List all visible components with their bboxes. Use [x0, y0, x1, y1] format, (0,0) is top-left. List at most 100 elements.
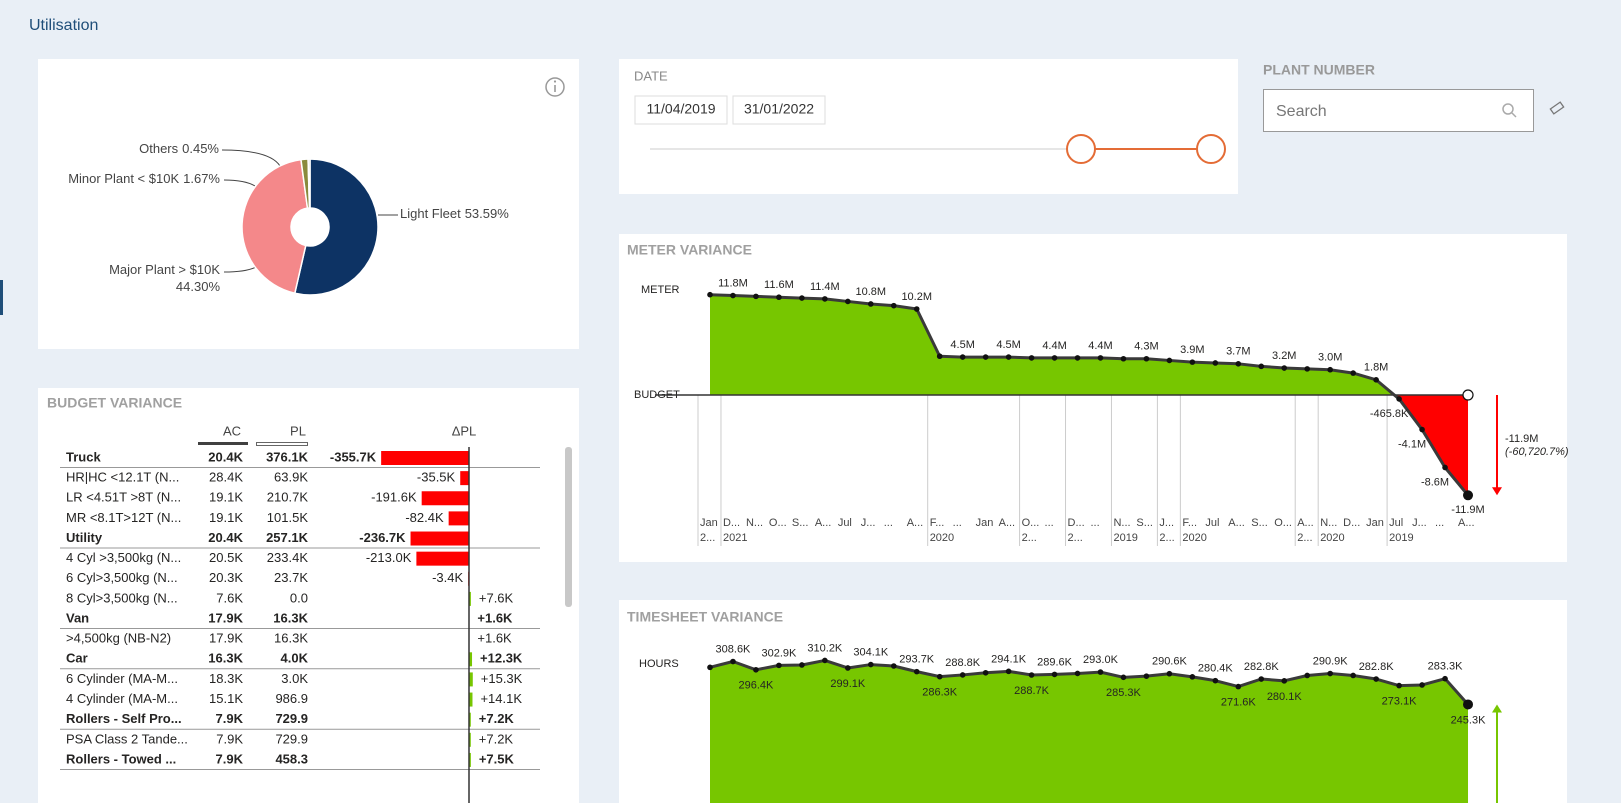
delta-bar [469, 652, 473, 667]
point [1189, 674, 1196, 680]
data-label: 10.8M [856, 286, 887, 298]
point [1051, 355, 1058, 361]
slider-handle[interactable] [1066, 134, 1096, 164]
data-label: 4.5M [950, 339, 974, 351]
line [709, 293, 1470, 497]
search-icon[interactable] [1502, 103, 1517, 118]
slider-handle[interactable] [1196, 134, 1226, 164]
x-tick-label: A... [999, 517, 1016, 529]
data-label: 290.9K [1313, 655, 1349, 667]
pl-cell: 233.4K [267, 550, 309, 565]
row-name: 8 Cyl>3,500kg (N... [66, 590, 178, 605]
date-panel [619, 59, 1238, 194]
date-end-box[interactable] [732, 95, 826, 125]
slice-value: 1.67% [183, 171, 220, 186]
x-sub-label: 2020 [930, 532, 954, 544]
point [730, 658, 736, 665]
x-tick-label: F... [930, 517, 945, 529]
data-label: 304.1K [853, 646, 889, 658]
data-label: 1.8M [1364, 362, 1388, 374]
data-label: 3.9M [1180, 344, 1204, 356]
x-tick-label: S... [792, 517, 809, 529]
data-label: 289.6K [1037, 656, 1073, 668]
data-label: 4.5M [996, 339, 1020, 351]
data-label: 11.4M [810, 281, 840, 293]
search-placeholder[interactable]: Search [1276, 103, 1327, 120]
pl-cell: 4.0K [281, 651, 309, 666]
x-tick-label: ... [953, 517, 962, 529]
info-icon[interactable] [545, 77, 565, 97]
line [709, 658, 1470, 706]
pl-cell: 101.5K [267, 510, 309, 525]
data-label: 310.2K [807, 642, 843, 654]
variance-label: -11.9M [1505, 433, 1538, 445]
x-tick-label: O... [1274, 517, 1292, 529]
eraser-body[interactable] [1549, 101, 1565, 115]
eraser-icon[interactable] [1549, 101, 1565, 115]
info-dot[interactable] [553, 80, 557, 83]
row-name: PSA Class 2 Tande... [66, 731, 188, 746]
ac-cell: 17.9K [208, 610, 243, 625]
search-handle[interactable] [1511, 112, 1517, 118]
row-name: Utility [66, 530, 103, 545]
x-tick-label: Jan [976, 517, 994, 529]
x-tick-label: A... [815, 517, 832, 529]
date-start[interactable]: 11/04/2019 [646, 101, 715, 117]
variance-arrowhead [1492, 704, 1502, 713]
data-label: 4.4M [1088, 340, 1112, 352]
pl-cell: 729.9 [275, 731, 308, 746]
point [982, 669, 989, 676]
point [1189, 359, 1196, 365]
ac-header-marker [198, 442, 248, 445]
pl-cell: 3.0K [281, 671, 308, 686]
date-label: DATE [634, 68, 668, 83]
data-label: -4.1M [1398, 438, 1426, 450]
x-sub-label: 2... [1159, 532, 1174, 544]
point [1304, 672, 1311, 679]
point [776, 294, 782, 301]
x-tick-label: Jul [1205, 517, 1219, 529]
pie-label: Minor Plant < $10K 1.67% [68, 171, 220, 186]
budget-end [1462, 389, 1474, 401]
point [707, 664, 713, 671]
x-sub-label: 2020 [1320, 532, 1344, 544]
point [1350, 672, 1356, 679]
row-name: 6 Cyl>3,500kg (N... [66, 570, 178, 585]
ac-cell: 19.1K [209, 510, 243, 525]
date-start-box[interactable] [634, 95, 728, 125]
pie-label: Major Plant > $10K 44.30% [109, 262, 220, 294]
point [822, 296, 828, 302]
info-circle[interactable] [545, 77, 565, 97]
point [1373, 377, 1379, 383]
point [1327, 670, 1333, 677]
delta-bar [469, 672, 473, 687]
data-label: 3.7M [1226, 346, 1250, 358]
data-label: 3.2M [1272, 350, 1296, 362]
x-tick-label: D... [723, 517, 740, 529]
slice-value: 53.59% [465, 206, 510, 221]
point [1419, 682, 1425, 688]
timesheet-title: TIMESHEET VARIANCE [627, 609, 783, 625]
x-tick-label: J... [1412, 517, 1427, 529]
pl-cell: 63.9K [274, 470, 308, 485]
point [753, 293, 759, 300]
x-tick-label: A... [1228, 517, 1245, 529]
search-box[interactable] [1263, 89, 1534, 132]
x-sub-label: 2... [1068, 532, 1083, 544]
x-tick-label: ... [1045, 517, 1054, 529]
data-label: 293.0K [1083, 654, 1119, 666]
delta-label: -3.4K [432, 570, 463, 585]
point [1281, 365, 1288, 371]
data-label: 4.3M [1134, 341, 1158, 353]
ac-cell: 7.9K [216, 711, 244, 726]
point [1463, 699, 1474, 710]
row-name: 6 Cylinder (MA-M... [66, 671, 178, 686]
scrollbar[interactable] [565, 447, 572, 607]
delta-label: -355.7K [330, 449, 377, 464]
x-tick-label: A... [1297, 517, 1314, 529]
point [913, 668, 920, 675]
date-end[interactable]: 31/01/2022 [744, 101, 814, 117]
search-lens[interactable] [1502, 103, 1514, 115]
delta-bar [410, 531, 469, 546]
